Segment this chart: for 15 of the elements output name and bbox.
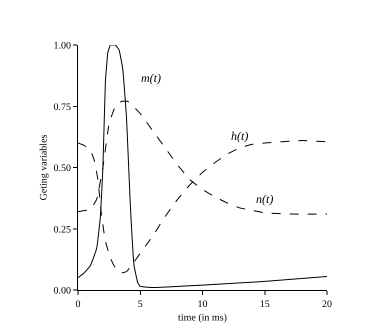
- y-tick-label: 1.00: [54, 40, 71, 52]
- series-label: h(t): [231, 129, 248, 143]
- y-tick-label: 0.25: [54, 224, 71, 236]
- x-tick-label: 20: [322, 299, 332, 310]
- x-tick-label: 0: [76, 299, 80, 310]
- y-tick-label: 0.00: [54, 286, 71, 296]
- series-label: m(t): [141, 71, 161, 85]
- series-label: n(t): [256, 192, 274, 206]
- x-tick-label: 5: [138, 299, 143, 310]
- x-tick-label: 10: [198, 299, 208, 310]
- y-tick-label: 0.50: [54, 163, 71, 174]
- y-tick-label: 0.75: [54, 102, 71, 113]
- y-axis-title: Geting variables: [38, 134, 50, 200]
- x-axis-title: time (in ms): [178, 312, 227, 324]
- x-tick-label: 15: [260, 299, 270, 310]
